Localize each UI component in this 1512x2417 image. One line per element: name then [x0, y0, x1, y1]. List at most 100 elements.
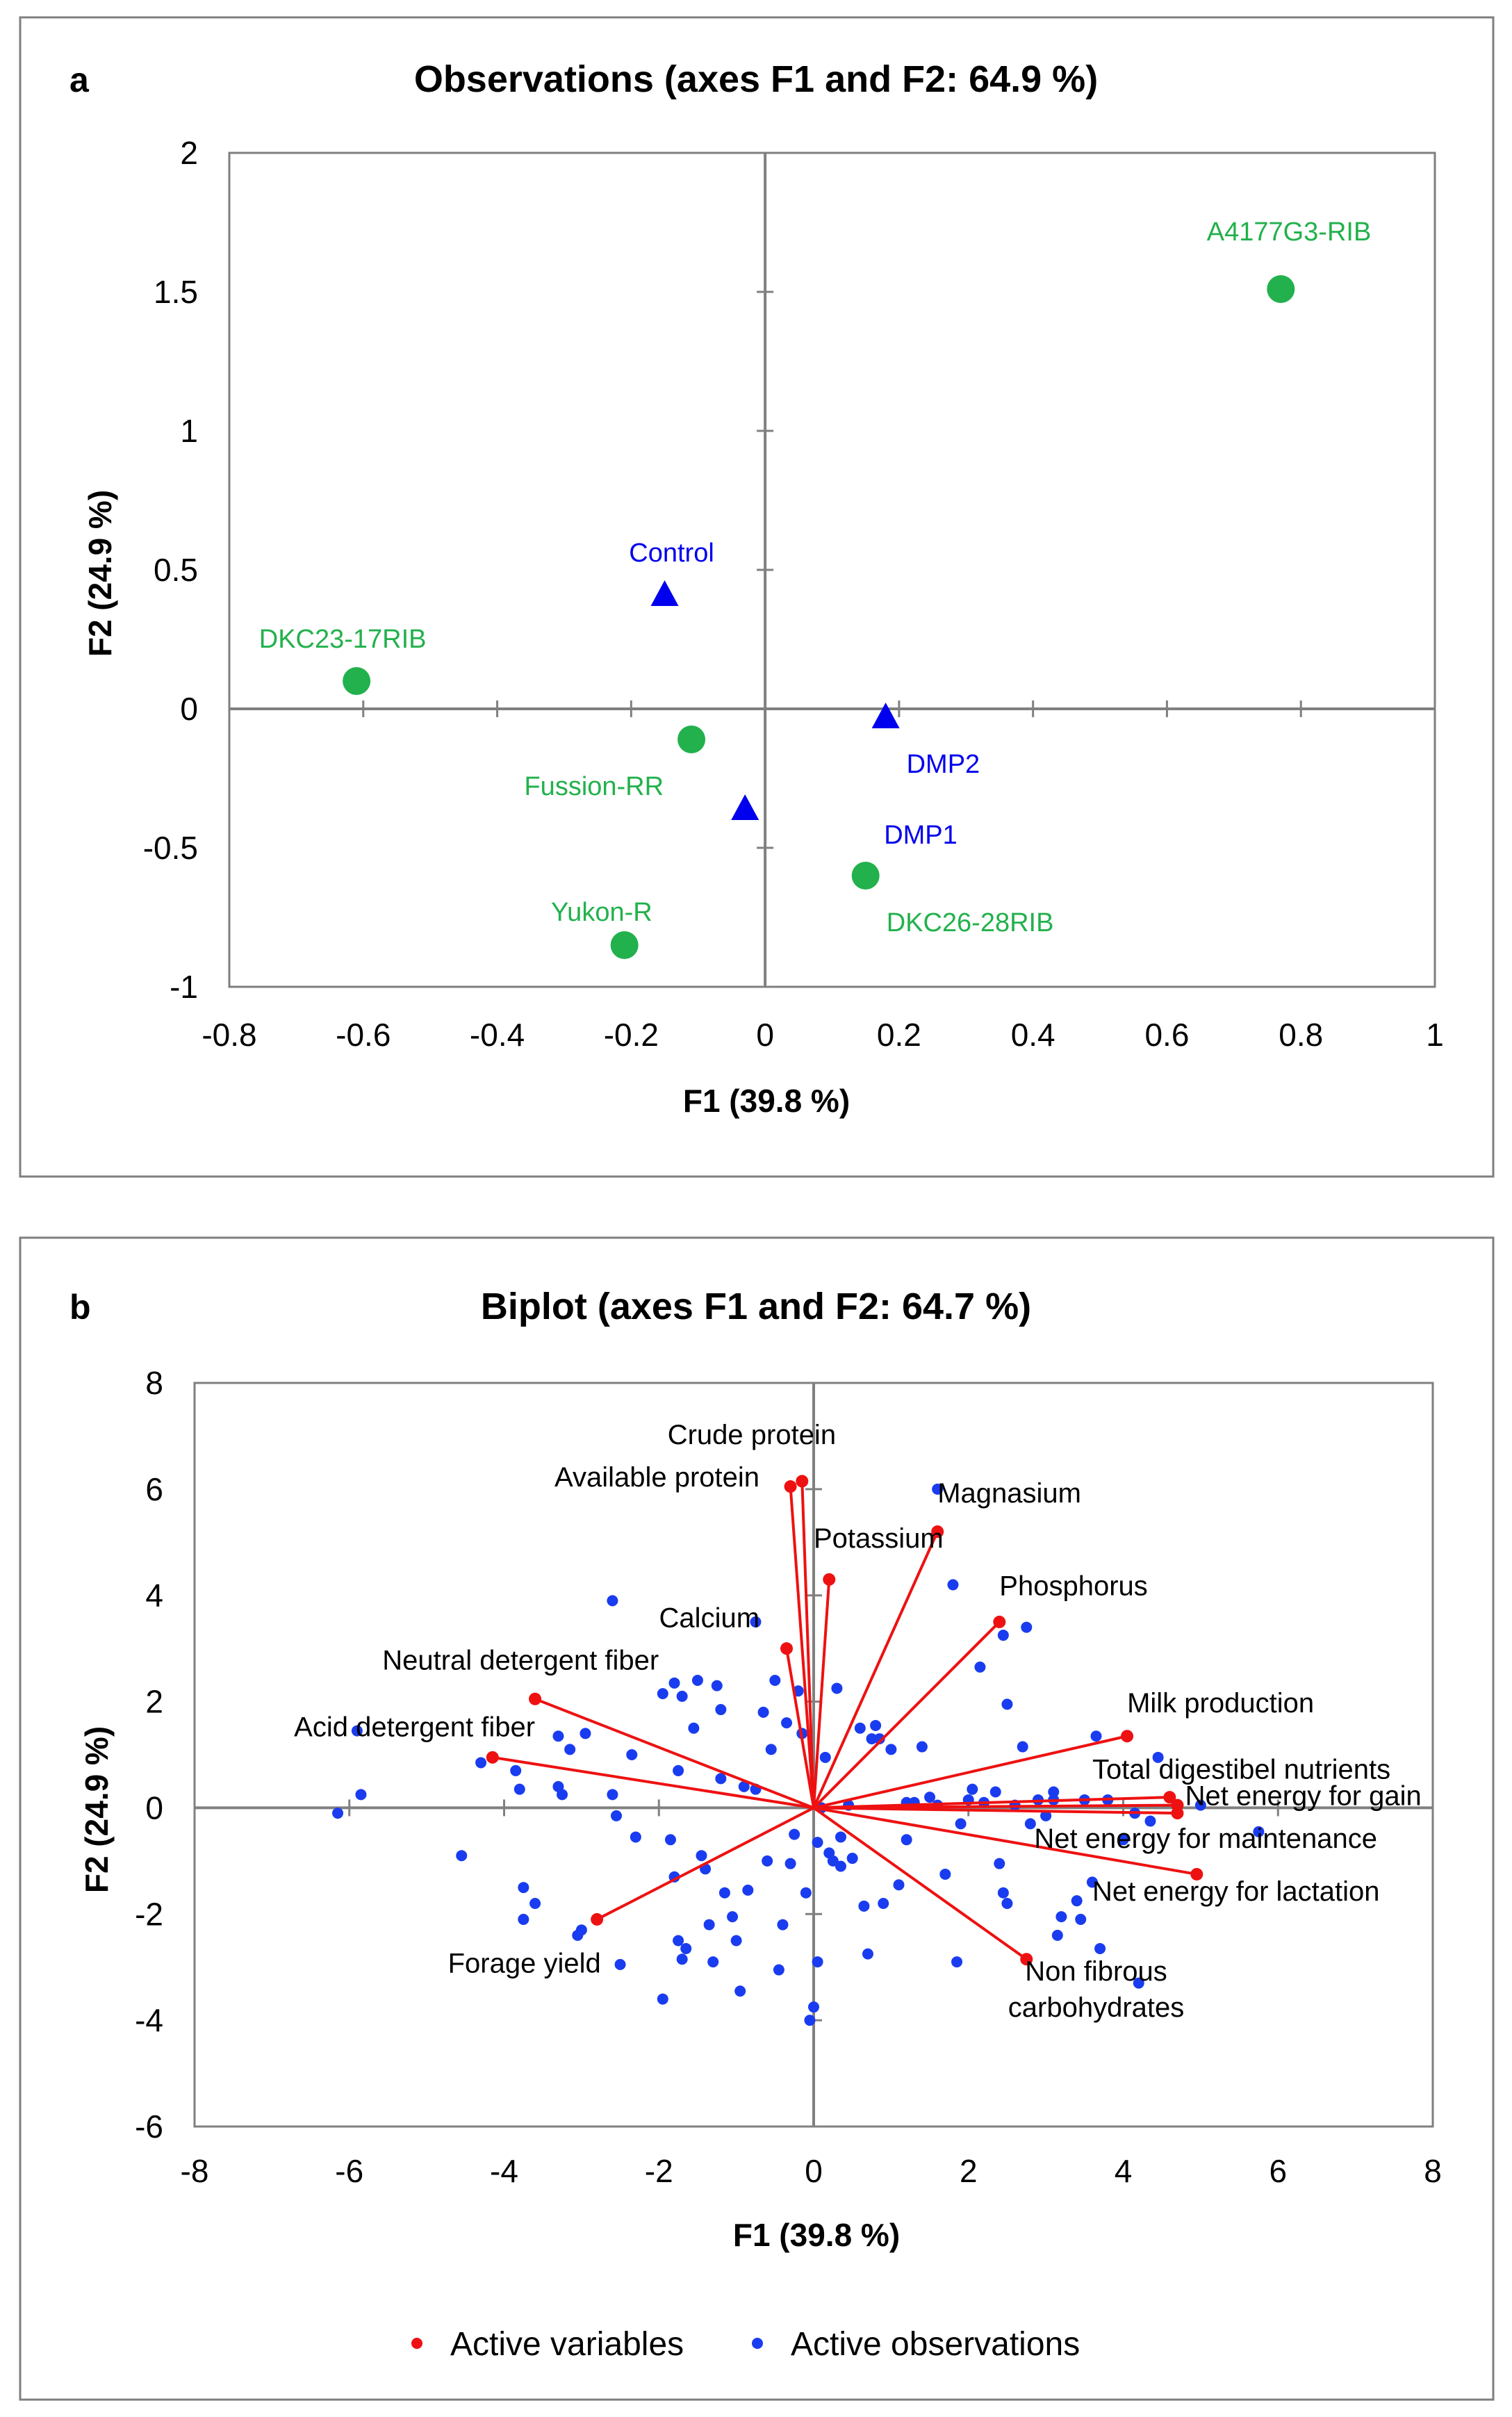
panel-b-variable-label-available-protein: Available protein [554, 1462, 759, 1493]
panel-a-x-tick-label: 1 [1426, 1017, 1444, 1053]
panel-b-observation-point [626, 1749, 638, 1760]
panel-b-observation-point [657, 1688, 668, 1700]
panel-b-frame [19, 1236, 1495, 2401]
legend-label-active-observations: Active observations [791, 2326, 1080, 2363]
panel-b-observation-point [529, 1898, 541, 1909]
panel-a-point-label-fussion-rr: Fussion-RR [524, 772, 664, 801]
panel-b-y-tick-label: -6 [135, 2108, 163, 2145]
panel-b-observation-point [1051, 1929, 1063, 1941]
panel-b-vector-tip-total-digestibel-nutrients [1163, 1791, 1176, 1804]
panel-b-x-tick-label: 2 [960, 2153, 978, 2189]
panel-b-x-tick-label: 4 [1115, 2153, 1133, 2189]
panel-a-point-label-a4177g3-rib: A4177G3-RIB [1207, 218, 1372, 247]
panel-b-variable-label-potassium: Potassium [814, 1523, 944, 1554]
panel-b-observation-point [1094, 1942, 1106, 1954]
panel-b-variable-label-acid-detergent-fiber: Acid detergent fiber [294, 1712, 535, 1742]
panel-a-point-dmp1 [731, 794, 759, 820]
panel-b-observation-point [518, 1882, 529, 1894]
panel-b-observation-point [676, 1690, 688, 1702]
panel-b-observation-point [827, 1855, 839, 1867]
panel-b-observation-point [564, 1744, 576, 1755]
panel-b-vector-neutral-detergent-fiber [534, 1697, 814, 1810]
panel-a-x-tick-label: 0.4 [1011, 1017, 1055, 1053]
panel-b-variable-label-total-digestibel-nutrients: Total digestibel nutrients [1092, 1754, 1390, 1785]
panel-b-variable-label-calcium: Calcium [659, 1603, 759, 1634]
legend-marker-active-variables [411, 2338, 422, 2349]
panel-b-vector-tip-acid-detergent-fiber [486, 1751, 499, 1764]
panel-b-vector-available-protein [789, 1486, 815, 1808]
panel-a-title: Observations (axes F1 and F2: 64.9 %) [414, 58, 1098, 100]
panel-b-plot: -6 -4 -2 0 2 4 6 8 -8 -6 -4 -2 0 2 4 6 8 Crude protein Ava… [135, 1365, 1442, 2189]
panel-b-vector-tip-forage-yield [591, 1912, 604, 1926]
panel-b-observation-point [878, 1898, 889, 1909]
panel-b-variable-label-line: carbohydrates [1008, 1992, 1184, 2023]
panel-b-observation-point [781, 1717, 793, 1729]
legend-label-active-variables: Active variables [450, 2326, 684, 2363]
panel-a-point-label-dkc26-28rib: DKC26-28RIB [887, 908, 1054, 937]
panel-b-observation-point [715, 1773, 727, 1785]
panel-b-observation-point [1075, 1913, 1087, 1925]
panel-b-observation-point [762, 1855, 773, 1867]
panel-b-observation-point [711, 1680, 723, 1691]
panel-b-observation-point [1152, 1751, 1164, 1763]
panel-b-x-tick-label: -2 [645, 2153, 673, 2189]
panel-b-observation-point [974, 1661, 986, 1673]
panel-b-vector-net-energy-for-lactation [813, 1806, 1197, 1876]
panel-b-x-tick-label: -4 [490, 2153, 518, 2189]
panel-b-vector-tip-neutral-detergent-fiber [529, 1692, 542, 1705]
panel-a-point-a4177g3-rib [1267, 275, 1295, 303]
panel-b-variable-label-net-energy-for-lactation: Net energy for lactation [1092, 1876, 1380, 1907]
panel-b-observation-point [819, 1751, 831, 1763]
panel-a-plot-area [228, 151, 1436, 988]
panel-b-vector-magnasium [812, 1531, 939, 1809]
panel-b-vector-tip-net-energy-for-lactation [1190, 1867, 1203, 1881]
panel-b-observation-point [1117, 1834, 1129, 1846]
panel-b-observation-point [610, 1810, 622, 1821]
panel-a-point-dkc26-28rib [851, 862, 880, 890]
panel-b-y-tick-label: 2 [145, 1684, 163, 1720]
panel-b-observation-point [997, 1630, 1009, 1641]
panel-b-observation-point [707, 1956, 719, 1968]
panel-b-observation-point [1040, 1810, 1052, 1821]
panel-b-observation-point [456, 1850, 468, 1862]
panel-b-observation-point [916, 1741, 928, 1753]
panel-a-x-axis-label: F1 (39.8 %) [683, 1083, 850, 1119]
panel-b-observation-point [355, 1789, 367, 1801]
panel-b-observation-point [1086, 1876, 1098, 1888]
panel-b-x-tick-label: -6 [335, 2153, 363, 2189]
panel-a-x-tick-label: 0.2 [877, 1017, 921, 1053]
panel-b-observation-point [846, 1853, 858, 1865]
panel-b-vector-net-energy-for-maintenance [813, 1806, 1178, 1815]
panel-b-observation-point [858, 1900, 870, 1912]
panel-a-point-fussion-rr [677, 726, 706, 753]
panel-b-observation-point [955, 1818, 967, 1830]
panel-b-y-tick-label: 6 [145, 1471, 163, 1507]
panel-b-observation-point [1021, 1621, 1033, 1633]
panel-b-observation-point [718, 1887, 730, 1899]
panel-a-y-tick-label: 0 [180, 691, 198, 727]
panel-b-observation-point [757, 1706, 769, 1718]
panel-b-observation-point [673, 1764, 684, 1776]
panel-b-observation-point [1017, 1741, 1028, 1753]
panel-b-observation-point [885, 1744, 897, 1755]
panel-b-observation-point [696, 1850, 707, 1862]
panel-b-observation-point [332, 1808, 344, 1819]
panel-a-point-yukon-r [610, 931, 639, 959]
panel-a-x-tick-label: -0.6 [336, 1017, 391, 1053]
panel-a-x-tick-label: -0.4 [470, 1017, 525, 1053]
panel-b-observation-point [734, 1985, 746, 1997]
panel-b-observation-point [951, 1956, 963, 1968]
panel-b-observation-point [812, 1837, 823, 1849]
panel-a-point-label-control: Control [629, 539, 714, 568]
panel-a-y-tick-label: 0.5 [154, 552, 198, 588]
panel-b-observation-point [351, 1725, 363, 1737]
panel-b-observation-point [924, 1792, 936, 1803]
panel-b-observation-point [831, 1682, 843, 1694]
panel-b-y-tick-label: 0 [145, 1789, 163, 1826]
legend-marker-active-observations [752, 2338, 763, 2349]
panel-b-y-tick-label: -2 [135, 1896, 163, 1932]
panel-b-observation-point [967, 1783, 978, 1795]
panel-b-observation-point [691, 1675, 703, 1686]
panel-b-observation-point [862, 1948, 873, 1960]
